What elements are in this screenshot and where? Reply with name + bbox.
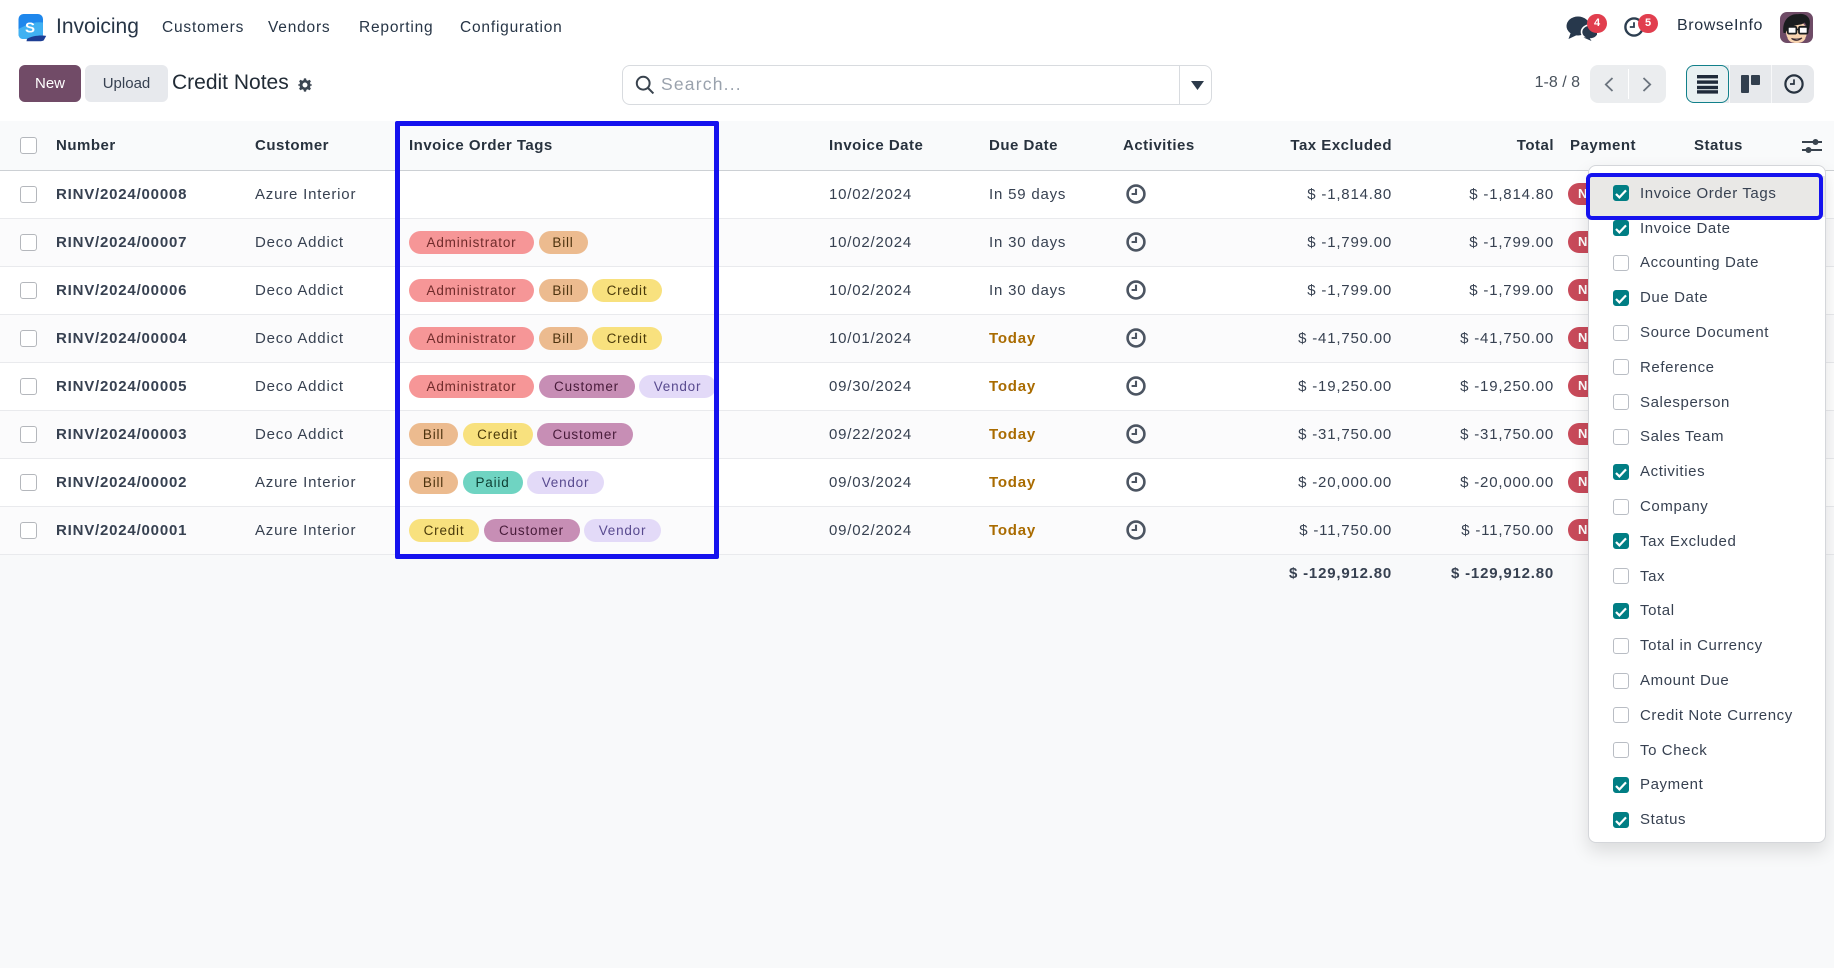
svg-text:S: S	[25, 20, 35, 37]
